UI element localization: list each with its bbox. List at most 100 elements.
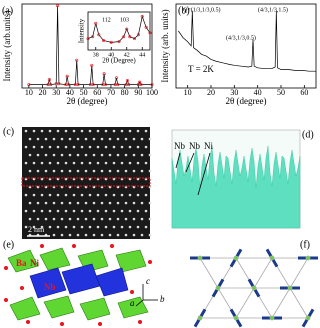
atom-column — [56, 145, 60, 149]
data-line — [28, 5, 152, 86]
data-point — [65, 74, 69, 78]
atom-column — [88, 129, 92, 133]
lattice-bond — [289, 257, 309, 289]
x-tick-label: 40 — [66, 88, 74, 97]
atom-column — [104, 145, 108, 149]
data-point — [101, 83, 105, 87]
atom-column — [60, 201, 64, 205]
arrows — [175, 152, 211, 196]
atom-column — [60, 137, 64, 141]
atom-column — [48, 161, 52, 165]
atom-column — [116, 137, 120, 141]
atom-column — [40, 145, 44, 149]
atom-column — [44, 137, 48, 141]
atom-column — [140, 169, 144, 173]
atom-column — [116, 153, 120, 157]
data-point — [124, 83, 128, 87]
atom-column — [104, 209, 108, 213]
atom-column — [48, 145, 52, 149]
lattice-bond — [199, 257, 219, 289]
atom-column — [100, 201, 104, 205]
atom-column — [104, 129, 108, 133]
ni-site — [305, 255, 311, 261]
atom-column — [44, 153, 48, 157]
triangular-lattice — [190, 248, 318, 328]
atom-column — [144, 209, 148, 213]
atom-column — [32, 161, 36, 165]
lattice-bond — [253, 257, 273, 289]
atom-column — [80, 193, 84, 197]
atom-column — [108, 137, 112, 141]
atom-column — [128, 209, 132, 213]
atom-column — [88, 225, 92, 229]
atom-column — [76, 201, 80, 205]
atom-column — [72, 225, 76, 229]
atom-column — [36, 153, 40, 157]
nb-octahedra — [29, 263, 129, 299]
axis-label: a — [130, 298, 135, 308]
atom-column — [56, 129, 60, 133]
data-point — [113, 83, 117, 87]
data-point — [76, 83, 80, 87]
atom-column — [140, 201, 144, 205]
ni-site — [215, 285, 221, 291]
atom-column — [96, 193, 100, 197]
data-point — [109, 40, 113, 44]
atom-column — [40, 161, 44, 165]
x-tick-label: 90 — [134, 88, 142, 97]
atom-column — [80, 145, 84, 149]
atom-column — [136, 209, 140, 213]
panel-label: (d) — [302, 129, 314, 140]
atom-column — [88, 145, 92, 149]
atom-column — [132, 201, 136, 205]
atom-column — [112, 193, 116, 197]
atom-column — [48, 193, 52, 197]
atom-column — [148, 233, 152, 237]
atom-column — [112, 209, 116, 213]
scale-label: 2 nm — [28, 225, 45, 234]
atom-column — [24, 145, 28, 149]
atom-column — [28, 137, 32, 141]
atom-column — [124, 153, 128, 157]
x-tick-label: 30 — [230, 88, 238, 97]
data-point — [73, 83, 77, 87]
atom-column — [116, 201, 120, 205]
atom-column — [124, 233, 128, 237]
data-point — [54, 82, 58, 86]
atom-column — [72, 145, 76, 149]
atom-column — [96, 145, 100, 149]
atom-column — [88, 209, 92, 213]
atom-column — [92, 169, 96, 173]
x-tick-label: 10 — [184, 88, 192, 97]
axis-label: c — [146, 276, 150, 286]
data-point — [116, 83, 120, 87]
atom-column — [40, 225, 44, 229]
atom-column — [52, 201, 56, 205]
atom-column — [124, 201, 128, 205]
data-point — [144, 25, 148, 29]
data-point — [86, 37, 90, 41]
atom-label: Ni — [204, 141, 213, 151]
atom-column — [124, 137, 128, 141]
atom-column — [28, 153, 32, 157]
panel-label: (b) — [178, 5, 190, 16]
atom-column — [68, 201, 72, 205]
data-point — [46, 83, 50, 87]
plot-frame — [21, 3, 153, 89]
data-point — [150, 83, 154, 87]
atom-column — [60, 169, 64, 173]
x-tick-label: 50 — [277, 88, 285, 97]
atom-column — [148, 201, 152, 205]
data-point — [125, 78, 129, 82]
atom-column — [60, 153, 64, 157]
atom-column — [32, 193, 36, 197]
ni-site — [269, 315, 275, 321]
atom-column — [76, 217, 80, 221]
atom-column — [112, 225, 116, 229]
data-point — [27, 83, 31, 87]
panel-e: Ba Ni Nb c b a (e) — [3, 239, 165, 326]
x-tick-label: 38 — [93, 52, 99, 58]
data-point — [102, 72, 106, 76]
atom-column — [100, 169, 104, 173]
atom-column — [92, 137, 96, 141]
